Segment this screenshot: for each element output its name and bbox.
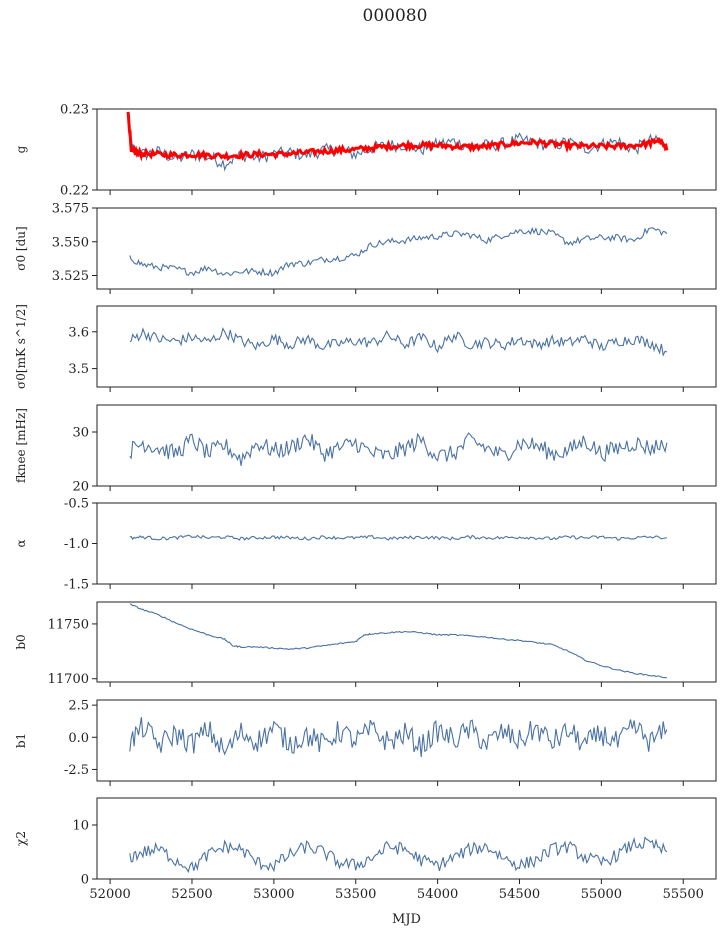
ylabel-sigma0_du: σ0 [du] bbox=[14, 226, 28, 270]
xtick-label: 52500 bbox=[171, 887, 212, 902]
xtick-label: 53000 bbox=[253, 887, 294, 902]
ytick-label-b0: 11750 bbox=[48, 617, 89, 632]
ytick-label-b1: 0.0 bbox=[68, 731, 89, 746]
axes-frame-sigma0_du bbox=[96, 207, 717, 290]
ylabel-b1: b1 bbox=[14, 733, 28, 748]
series-line-fknee-0 bbox=[129, 432, 668, 466]
ytick-label-alpha: -1.0 bbox=[64, 537, 89, 552]
axes-frame-b1 bbox=[96, 699, 717, 782]
xtick-label: 54000 bbox=[417, 887, 458, 902]
xtick-label: 52000 bbox=[89, 887, 130, 902]
xtick-label: 55000 bbox=[581, 887, 622, 902]
ytick-label-g: 0.23 bbox=[60, 103, 89, 118]
ylabel-sigma0_mK: σ0[mK s^1/2] bbox=[14, 304, 28, 389]
ytick-label-b1: 2.5 bbox=[68, 699, 89, 714]
ytick-label-b0: 11700 bbox=[48, 672, 89, 687]
axes-frame-fknee bbox=[96, 404, 717, 487]
series-line-b0-0 bbox=[129, 603, 667, 679]
ylabel-chi2: χ2 bbox=[14, 831, 28, 846]
ylabel-alpha: α bbox=[14, 539, 28, 547]
ylabel-g: g bbox=[14, 145, 28, 153]
series-line-sigma0_mK-0 bbox=[129, 327, 668, 357]
ytick-label-b1: -2.5 bbox=[64, 763, 89, 778]
ytick-label-fknee: 30 bbox=[72, 426, 89, 441]
series-line-b1-0 bbox=[129, 717, 668, 757]
xtick-label: 53500 bbox=[335, 887, 376, 902]
axes-frame-chi2 bbox=[96, 797, 717, 880]
ytick-label-sigma0_du: 3.575 bbox=[52, 202, 89, 217]
ylabel-fknee: fknee [mHz] bbox=[14, 408, 28, 483]
series-line-g-1 bbox=[126, 111, 669, 162]
ytick-label-sigma0_mK: 3.6 bbox=[68, 325, 89, 340]
ytick-label-alpha: -1.5 bbox=[64, 578, 89, 593]
axes-frame-sigma0_mK bbox=[96, 305, 717, 388]
ylabel-b0: b0 bbox=[14, 634, 28, 649]
ytick-label-alpha: -0.5 bbox=[64, 497, 89, 512]
xtick-label: 55500 bbox=[663, 887, 704, 902]
xtick-label: 54500 bbox=[499, 887, 540, 902]
ytick-label-sigma0_du: 3.525 bbox=[52, 269, 89, 284]
axes-frame-alpha bbox=[96, 502, 717, 585]
series-line-chi2-0 bbox=[129, 836, 668, 874]
ytick-label-sigma0_mK: 3.5 bbox=[68, 362, 89, 377]
ytick-label-chi2: 10 bbox=[72, 819, 89, 834]
ytick-label-chi2: 0 bbox=[81, 873, 89, 888]
axes-frame-b0 bbox=[96, 601, 717, 683]
ytick-label-g: 0.22 bbox=[60, 184, 89, 199]
series-line-sigma0_du-0 bbox=[129, 226, 668, 277]
ytick-label-sigma0_du: 3.550 bbox=[52, 235, 89, 250]
ytick-label-fknee: 20 bbox=[72, 480, 89, 495]
xlabel: MJD bbox=[392, 912, 421, 927]
figure-title: 000080 bbox=[362, 6, 428, 26]
axes-frame-g bbox=[96, 108, 717, 191]
series-line-g-0 bbox=[129, 132, 668, 172]
series-line-alpha-0 bbox=[129, 534, 667, 541]
